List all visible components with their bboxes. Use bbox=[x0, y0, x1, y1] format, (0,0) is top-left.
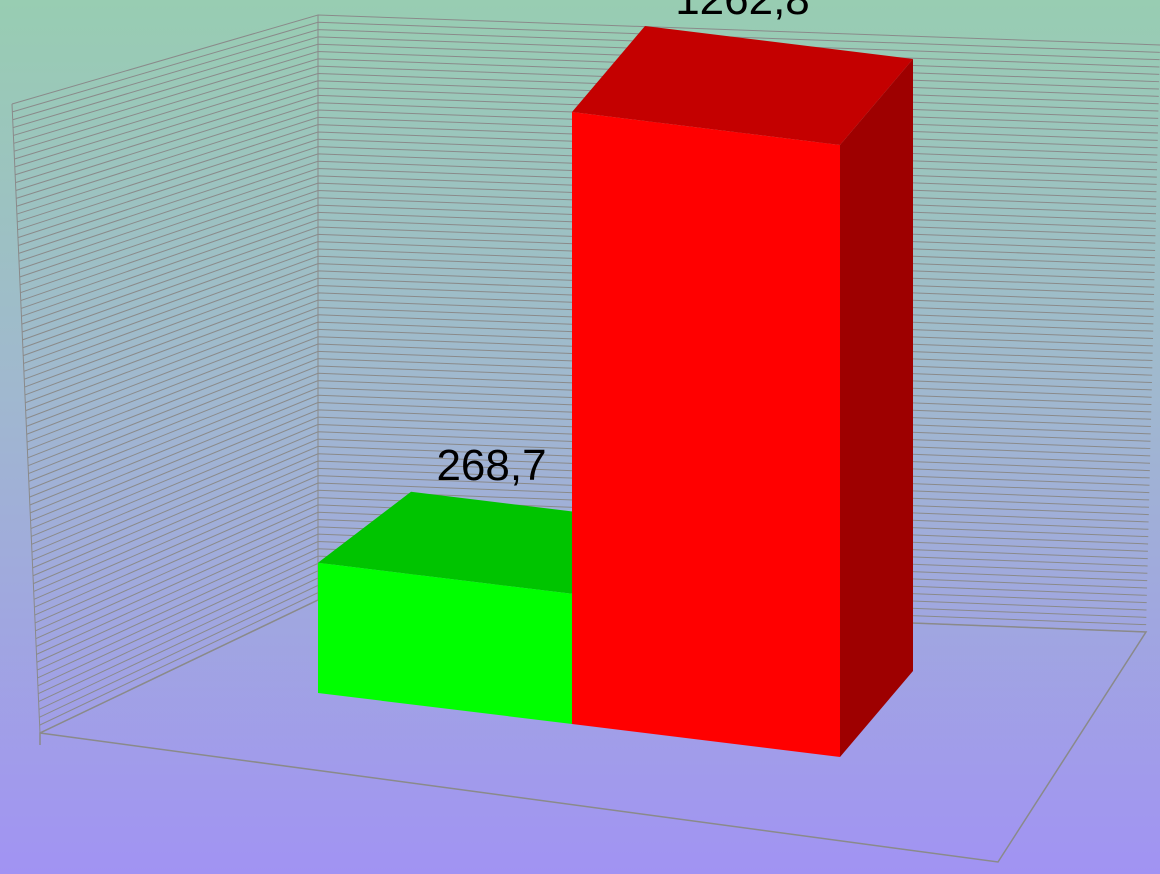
data-labels: 268,7 1262,8 bbox=[436, 0, 809, 490]
bar-side-face bbox=[840, 59, 913, 757]
data-label: 1262,8 bbox=[675, 0, 810, 24]
data-label: 268,7 bbox=[436, 441, 546, 490]
bar bbox=[572, 26, 913, 757]
bars bbox=[318, 26, 913, 757]
bar-front-face bbox=[572, 112, 840, 757]
wall-edge bbox=[11, 103, 41, 734]
bar-front-face bbox=[318, 562, 572, 724]
bar-top-face bbox=[572, 26, 913, 145]
